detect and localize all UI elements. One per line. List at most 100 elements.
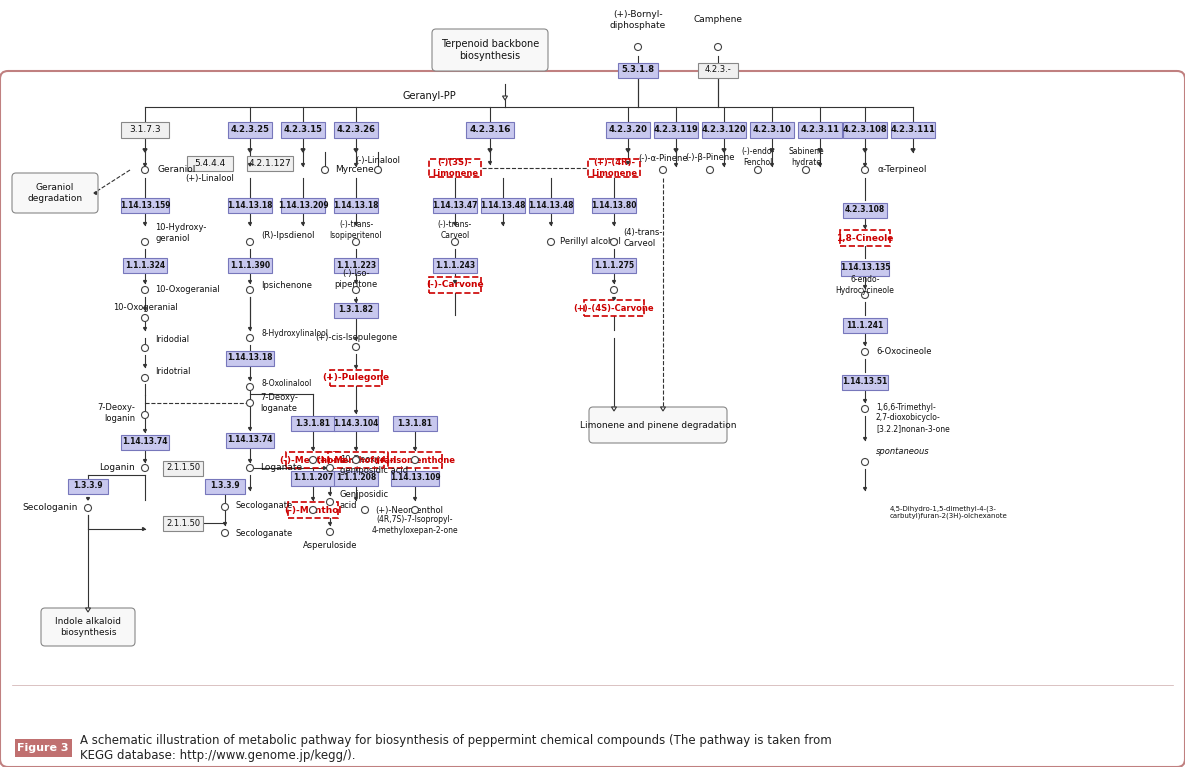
Polygon shape <box>301 163 305 166</box>
Polygon shape <box>611 407 616 411</box>
Text: 4.2.3.10: 4.2.3.10 <box>752 126 792 134</box>
Circle shape <box>706 166 713 173</box>
Polygon shape <box>87 498 90 500</box>
Text: Secologanate: Secologanate <box>235 528 293 538</box>
Text: (+)-(4R)-
Limonene: (+)-(4R)- Limonene <box>591 158 638 178</box>
Text: (-)-Menthone: (-)-Menthone <box>280 456 346 465</box>
Text: spontaneous: spontaneous <box>876 447 929 456</box>
Polygon shape <box>249 163 251 166</box>
FancyBboxPatch shape <box>698 62 738 77</box>
Polygon shape <box>143 149 147 152</box>
Circle shape <box>861 166 869 173</box>
FancyBboxPatch shape <box>12 173 98 213</box>
Polygon shape <box>864 225 866 228</box>
Polygon shape <box>249 459 251 462</box>
Text: Geranyl-PP: Geranyl-PP <box>402 91 456 101</box>
Text: 1.1.1.208: 1.1.1.208 <box>335 473 376 482</box>
Text: 1.14.13.74: 1.14.13.74 <box>122 437 168 446</box>
FancyBboxPatch shape <box>121 122 169 138</box>
Text: 4.2.3.11: 4.2.3.11 <box>801 126 839 134</box>
Text: 11.1.241: 11.1.241 <box>846 321 884 330</box>
Polygon shape <box>328 522 332 525</box>
Polygon shape <box>819 163 821 166</box>
Text: 1.1.1.324: 1.1.1.324 <box>124 261 165 269</box>
Circle shape <box>309 506 316 513</box>
Polygon shape <box>354 149 358 152</box>
Text: 6-endo-
Hydrocycineole: 6-endo- Hydrocycineole <box>835 275 895 295</box>
Polygon shape <box>354 163 358 166</box>
Polygon shape <box>502 96 507 100</box>
Text: 4.2.3.15: 4.2.3.15 <box>283 126 322 134</box>
Polygon shape <box>723 163 725 166</box>
Text: (+)-Bornyl-
diphosphate: (+)-Bornyl- diphosphate <box>610 10 666 30</box>
FancyBboxPatch shape <box>187 156 233 170</box>
Circle shape <box>246 465 254 472</box>
FancyBboxPatch shape <box>0 71 1185 767</box>
FancyBboxPatch shape <box>588 159 640 177</box>
Polygon shape <box>864 400 866 402</box>
Text: α-Terpineol: α-Terpineol <box>877 166 927 175</box>
Circle shape <box>861 406 869 413</box>
Text: 1,8-Cineole: 1,8-Cineole <box>837 233 893 242</box>
Polygon shape <box>864 488 866 490</box>
FancyBboxPatch shape <box>334 122 378 138</box>
Circle shape <box>374 166 382 173</box>
Text: 8-Hydroxylinalool: 8-Hydroxylinalool <box>261 328 328 337</box>
FancyBboxPatch shape <box>121 434 169 449</box>
FancyBboxPatch shape <box>433 197 478 212</box>
Text: 1.3.1.82: 1.3.1.82 <box>339 305 373 314</box>
Circle shape <box>246 334 254 341</box>
Text: (-)(3S)-
Limonene: (-)(3S)- Limonene <box>433 158 478 178</box>
Polygon shape <box>864 285 866 288</box>
Text: 1.3.3.9: 1.3.3.9 <box>210 482 239 491</box>
Text: 1.3.3.9: 1.3.3.9 <box>73 482 103 491</box>
Circle shape <box>309 456 316 463</box>
FancyBboxPatch shape <box>288 502 338 518</box>
Text: 1.14.13.159: 1.14.13.159 <box>120 200 171 209</box>
Text: 1.14.13.109: 1.14.13.109 <box>390 473 441 482</box>
Polygon shape <box>249 281 251 283</box>
Polygon shape <box>488 149 492 152</box>
Text: Loganate: Loganate <box>260 463 302 472</box>
Polygon shape <box>143 430 147 432</box>
FancyBboxPatch shape <box>481 197 525 212</box>
FancyBboxPatch shape <box>750 122 794 138</box>
Polygon shape <box>354 222 358 225</box>
Text: Ipsichenone: Ipsichenone <box>261 281 312 289</box>
Text: (4R,7S)-7-Isopropyl-
4-methyloxepan-2-one: (4R,7S)-7-Isopropyl- 4-methyloxepan-2-on… <box>372 515 459 535</box>
FancyBboxPatch shape <box>328 452 384 468</box>
Polygon shape <box>143 459 147 462</box>
FancyBboxPatch shape <box>387 452 442 468</box>
Polygon shape <box>674 163 678 166</box>
Polygon shape <box>911 149 915 152</box>
FancyBboxPatch shape <box>15 739 72 757</box>
Circle shape <box>352 239 359 245</box>
Polygon shape <box>454 222 456 225</box>
Text: 7-Deoxy-
loganate: 7-Deoxy- loganate <box>260 393 297 413</box>
Polygon shape <box>770 163 774 166</box>
Text: 2.1.1.50: 2.1.1.50 <box>166 518 200 528</box>
Circle shape <box>141 374 148 381</box>
FancyBboxPatch shape <box>798 122 843 138</box>
Text: 10-Oxogeranial: 10-Oxogeranial <box>155 285 219 295</box>
Text: 4.2.3.-: 4.2.3.- <box>705 65 731 74</box>
Polygon shape <box>94 192 96 195</box>
Text: (-)-β-Pinene: (-)-β-Pinene <box>685 153 735 163</box>
Circle shape <box>141 287 148 294</box>
Text: 1.14.13.18: 1.14.13.18 <box>333 200 379 209</box>
Text: Figure 3: Figure 3 <box>18 743 69 753</box>
Text: 1.14.13.209: 1.14.13.209 <box>277 200 328 209</box>
FancyBboxPatch shape <box>228 122 273 138</box>
Text: Sabinene
hydrate: Sabinene hydrate <box>788 147 824 166</box>
FancyBboxPatch shape <box>334 302 378 318</box>
FancyBboxPatch shape <box>329 370 382 386</box>
Text: 1.1.1.207: 1.1.1.207 <box>293 473 333 482</box>
Polygon shape <box>627 162 629 164</box>
Text: (-)-Iso-
piperitone: (-)-Iso- piperitone <box>334 269 378 288</box>
Text: 10-Oxogeranial: 10-Oxogeranial <box>113 302 178 311</box>
Circle shape <box>222 529 229 536</box>
Text: 5.4.4.4: 5.4.4.4 <box>194 159 225 167</box>
Polygon shape <box>613 281 615 283</box>
Text: Limonene and pinene degradation: Limonene and pinene degradation <box>579 420 736 430</box>
FancyBboxPatch shape <box>334 258 378 272</box>
